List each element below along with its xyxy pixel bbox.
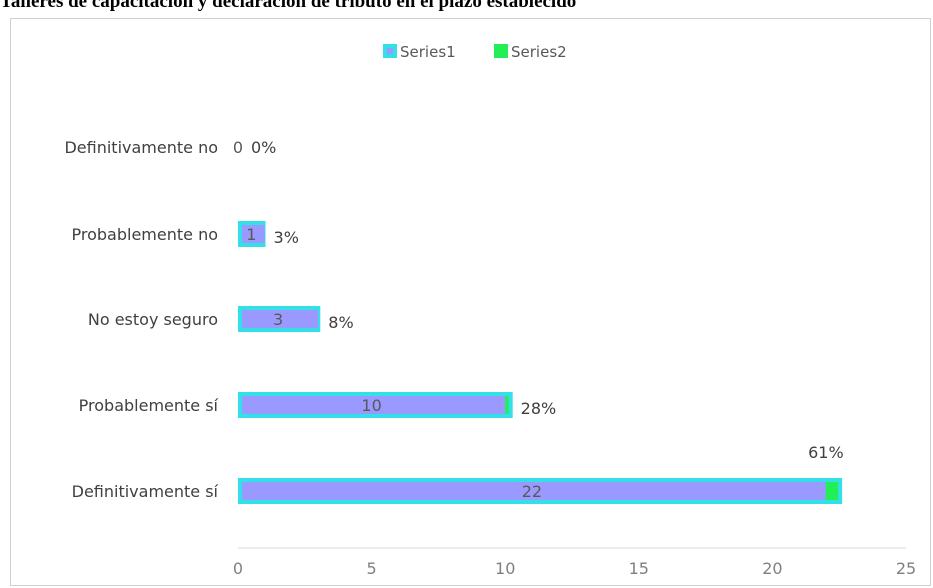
bar-value-label: 0: [233, 138, 243, 157]
bar-series1: [242, 396, 506, 414]
legend-label-series2: Series2: [511, 43, 567, 61]
bar-percent-label: 0%: [251, 138, 276, 157]
bars: 22 61% 10 28% 3 8% 1 3% 0 0%: [233, 138, 844, 504]
chart-title: Talleres de capacitación y declaración d…: [0, 0, 577, 12]
x-tick-label: 5: [367, 559, 377, 578]
category-labels: Definitivamente sí Probablemente sí No est…: [64, 138, 218, 501]
x-axis: 0 5 10 15 20 25: [233, 547, 916, 578]
category-label: No estoy seguro: [88, 310, 218, 329]
bar-value-label: 10: [361, 396, 381, 415]
bar-percent-label: 61%: [808, 443, 844, 462]
x-tick-label: 15: [629, 559, 649, 578]
legend-swatch-series2: [494, 44, 508, 58]
bar-series1: [242, 310, 319, 328]
bar-series1: [242, 482, 826, 500]
bar-percent-label: 8%: [328, 313, 353, 332]
x-tick-label: 0: [233, 559, 243, 578]
bar-value-label: 22: [522, 482, 542, 501]
bar-series2: [825, 482, 839, 500]
x-tick-label: 20: [762, 559, 782, 578]
legend: Series1 Series2: [383, 43, 567, 61]
category-label: Definitivamente no: [64, 138, 218, 157]
legend-swatch-series1-inner: [387, 48, 393, 54]
bar-value-label: 3: [273, 310, 283, 329]
bar-series1: [242, 225, 265, 243]
legend-label-series1: Series1: [400, 43, 456, 61]
bar-series2: [505, 396, 509, 414]
x-tick-label: 10: [495, 559, 515, 578]
category-label: Probablemente no: [72, 225, 219, 244]
x-tick-label: 25: [896, 559, 916, 578]
category-label: Probablemente sí: [79, 396, 219, 415]
bar-percent-label: 3%: [274, 228, 299, 247]
category-label: Definitivamente sí: [72, 482, 219, 501]
bar-value-label: 1: [246, 225, 256, 244]
bar-percent-label: 28%: [521, 399, 557, 418]
